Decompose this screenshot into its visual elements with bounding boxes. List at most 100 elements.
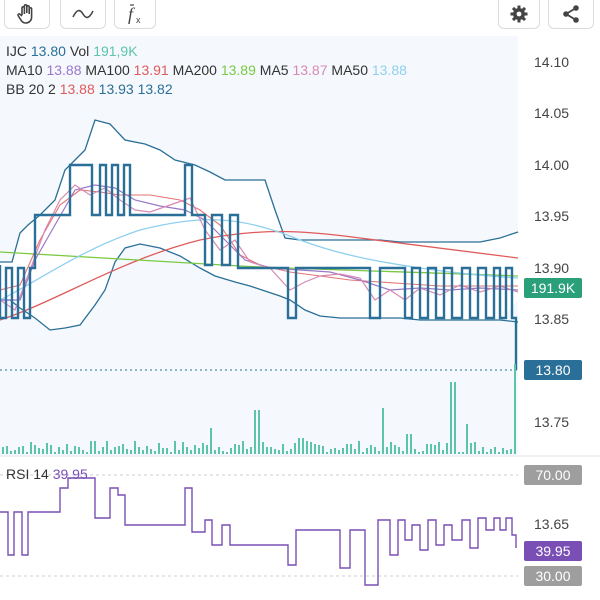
volume-bar bbox=[334, 448, 336, 454]
volume-bar bbox=[70, 451, 72, 454]
volume-bar bbox=[270, 447, 272, 454]
volume-bar bbox=[314, 444, 316, 454]
volume-bar bbox=[254, 410, 256, 454]
volume-bar bbox=[202, 443, 204, 454]
volume-bar bbox=[62, 450, 64, 454]
draw-line-tool-button[interactable] bbox=[60, 0, 106, 29]
volume-bar bbox=[418, 452, 420, 454]
rsi-legend-value: 39.95 bbox=[52, 466, 88, 482]
volume-bar bbox=[178, 450, 180, 454]
volume-bar bbox=[494, 447, 496, 454]
volume-bar bbox=[234, 444, 236, 454]
volume-bar bbox=[370, 445, 372, 454]
volume-bar bbox=[150, 449, 152, 454]
volume-bar bbox=[282, 444, 284, 454]
volume-bar bbox=[326, 452, 328, 454]
volume-bar bbox=[406, 434, 408, 454]
rsi-legend: RSI 14 39.95 bbox=[6, 466, 88, 482]
volume-bar bbox=[262, 442, 264, 454]
price-tick-label: 13.75 bbox=[534, 414, 570, 430]
volume-bar bbox=[294, 443, 296, 454]
volume-bar bbox=[490, 449, 492, 454]
volume-bar bbox=[38, 448, 40, 454]
volume-bar bbox=[470, 443, 472, 454]
bb-label: BB 20 2 bbox=[6, 81, 56, 97]
legend-row-bb: BB 20 2 13.88 13.93 13.82 bbox=[6, 80, 407, 99]
bb-lower-value: 13.82 bbox=[137, 81, 173, 97]
volume-bar bbox=[138, 447, 140, 454]
ma5-line bbox=[0, 184, 519, 311]
volume-bar bbox=[390, 442, 392, 454]
indicator-button[interactable]: f x bbox=[114, 0, 156, 29]
volume-bar bbox=[478, 451, 480, 454]
volume-bar bbox=[54, 452, 56, 454]
symbol-label: IJC bbox=[6, 43, 27, 59]
volume-bar bbox=[346, 444, 348, 454]
legend-row-main: IJC 13.80 Vol 191,9K bbox=[6, 42, 407, 61]
price-line bbox=[0, 163, 518, 370]
price-tick-label: 13.85 bbox=[534, 311, 570, 327]
hand-tool-button[interactable] bbox=[4, 0, 50, 29]
volume-bar bbox=[322, 446, 324, 454]
volume-bar bbox=[82, 450, 84, 454]
svg-text:f: f bbox=[128, 4, 136, 24]
volume-bar bbox=[402, 451, 404, 454]
volume-bar bbox=[354, 449, 356, 454]
volume-bar bbox=[498, 452, 500, 454]
volume-bar bbox=[190, 450, 192, 454]
volume-bar bbox=[434, 445, 436, 454]
volume-bar bbox=[18, 447, 20, 454]
volume-bar bbox=[242, 441, 244, 454]
volume-bar bbox=[86, 452, 88, 454]
volume-bar bbox=[362, 452, 364, 454]
ma200-value: 13.89 bbox=[220, 62, 256, 78]
volume-bar bbox=[14, 450, 16, 454]
rsi-label: RSI 14 bbox=[6, 466, 49, 482]
price-tick-label: 14.05 bbox=[534, 105, 570, 121]
volume-bar bbox=[94, 441, 96, 454]
volume-bar bbox=[106, 441, 108, 454]
rsi-line bbox=[0, 477, 517, 586]
volume-bar bbox=[482, 447, 484, 454]
volume-bar bbox=[474, 442, 476, 454]
gear-icon bbox=[510, 5, 528, 23]
volume-bar bbox=[186, 447, 188, 454]
bollinger-upper-band bbox=[0, 119, 519, 263]
volume-bar bbox=[206, 445, 208, 454]
volume-bar bbox=[486, 452, 488, 454]
volume-bar bbox=[454, 382, 456, 454]
volume-bar bbox=[230, 448, 232, 454]
volume-bar bbox=[450, 382, 452, 454]
volume-bar bbox=[154, 451, 156, 454]
volume-bar bbox=[110, 450, 112, 454]
chart-toolbar: f x bbox=[0, 0, 600, 36]
volume-bar bbox=[2, 447, 4, 454]
ma50-value: 13.88 bbox=[371, 62, 407, 78]
rsi-lower-badge: 30.00 bbox=[524, 566, 582, 586]
volume-bar bbox=[250, 447, 252, 454]
volume-bar bbox=[338, 450, 340, 454]
volume-bar bbox=[170, 452, 172, 454]
volume-bar bbox=[174, 441, 176, 454]
price-value: 13.80 bbox=[30, 43, 66, 59]
volume-bar bbox=[126, 449, 128, 454]
volume-bar bbox=[438, 442, 440, 454]
ma100-label: MA100 bbox=[85, 62, 130, 78]
volume-bar bbox=[302, 438, 304, 454]
price-tick-label: 13.95 bbox=[534, 208, 570, 224]
share-icon bbox=[563, 5, 579, 23]
vol-value: 191,9K bbox=[93, 43, 138, 59]
volume-bar bbox=[358, 441, 360, 454]
bb-mid-value: 13.93 bbox=[98, 81, 134, 97]
settings-button[interactable] bbox=[498, 0, 540, 29]
volume-bars bbox=[2, 364, 516, 454]
volume-bar bbox=[286, 451, 288, 454]
share-button[interactable] bbox=[548, 0, 594, 29]
volume-bar bbox=[90, 441, 92, 454]
volume-bar bbox=[42, 449, 44, 454]
volume-bar bbox=[274, 449, 276, 454]
price-axis-area bbox=[518, 36, 600, 455]
volume-bar bbox=[306, 441, 308, 454]
volume-bar bbox=[386, 447, 388, 454]
